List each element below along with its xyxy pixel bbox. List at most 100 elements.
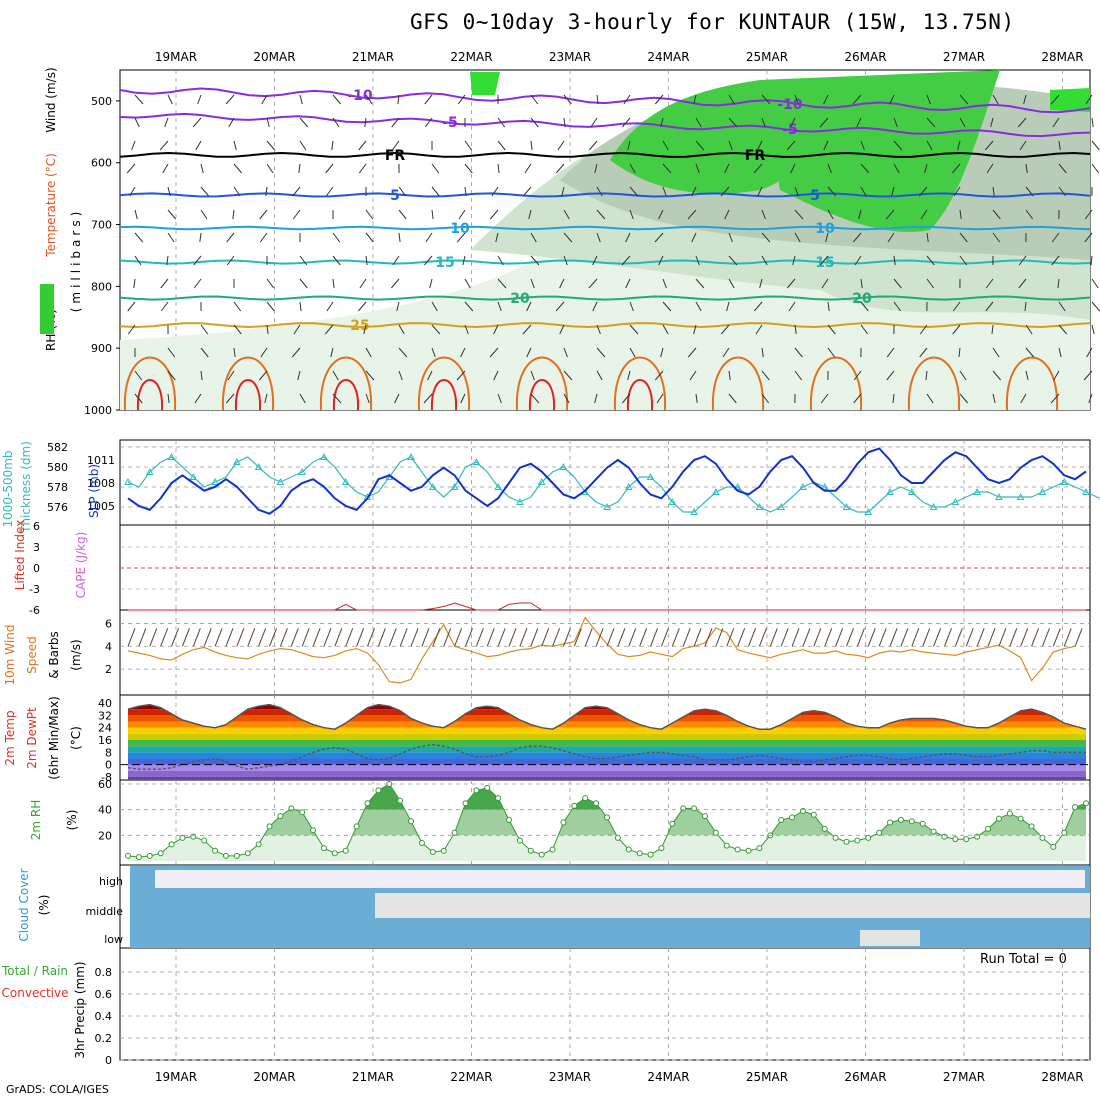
thickness-marker xyxy=(603,502,611,510)
wind-barb xyxy=(424,117,433,128)
wind-barb-10m xyxy=(192,628,201,647)
wind-barb xyxy=(1084,209,1093,220)
rh-marker xyxy=(331,850,338,857)
wind-barb-10m xyxy=(1074,628,1083,647)
wind-barb xyxy=(761,117,766,128)
wind-barb xyxy=(761,393,770,404)
thickness-label-1: 1000-500mb xyxy=(1,450,15,527)
wind-barb-10m xyxy=(846,628,854,647)
wind-barb xyxy=(226,255,235,266)
wind-barb xyxy=(398,324,405,335)
wind-barb-10m xyxy=(345,628,354,647)
wind-barb-10m xyxy=(867,628,876,647)
wind-barb xyxy=(259,209,268,220)
wind-barb xyxy=(827,324,836,335)
rh-marker xyxy=(440,847,447,854)
thickness-marker xyxy=(799,482,807,490)
wind-barb xyxy=(757,186,763,197)
wind-barb xyxy=(200,324,209,335)
wind-barb xyxy=(264,393,268,404)
wind-barb xyxy=(232,209,235,220)
wind-barb-10m xyxy=(965,628,974,647)
wind-barb-10m xyxy=(617,628,626,647)
wind-barb xyxy=(986,163,994,174)
wind-barb-10m xyxy=(138,628,147,647)
thickness-tick: 580 xyxy=(47,461,68,474)
isotherm-label: -10 xyxy=(347,88,373,104)
wind-barb xyxy=(596,232,601,243)
wind-barb xyxy=(299,140,307,151)
isotherm-loop xyxy=(515,356,569,411)
thickness-marker xyxy=(777,502,786,510)
wind-barb xyxy=(134,209,138,220)
temp-band xyxy=(128,746,1086,753)
wind-barb xyxy=(326,301,334,312)
wind-barb xyxy=(959,232,968,243)
rh-marker xyxy=(527,847,534,854)
date-label-top: 28MAR xyxy=(1041,50,1083,64)
wind-barb xyxy=(728,370,731,381)
wind-barb xyxy=(887,232,895,243)
temp2m-label: (°C) xyxy=(69,726,83,750)
wind-barb-10m xyxy=(236,628,245,647)
rh-marker xyxy=(244,850,251,857)
wind-barb-10m xyxy=(541,628,550,647)
wind-barb-10m xyxy=(584,628,593,647)
rh2m-label: 2m RH xyxy=(29,800,43,841)
wind-barb xyxy=(926,140,933,151)
wind-barb xyxy=(1091,324,1095,335)
grads-credit: GrADS: COLA/IGES xyxy=(6,1083,109,1096)
wind-barb xyxy=(990,117,994,128)
wind-barb xyxy=(852,94,862,105)
rh-marker xyxy=(1083,800,1089,807)
wind-barb xyxy=(126,163,136,174)
wind-barb xyxy=(530,232,537,243)
date-label-top: 22MAR xyxy=(450,50,492,64)
wind-barb xyxy=(926,117,936,128)
rh-marker xyxy=(342,847,349,854)
wind-barb xyxy=(695,255,700,266)
wind-barb xyxy=(695,301,702,312)
wind-barb xyxy=(258,370,268,381)
rh-bands xyxy=(128,784,1086,861)
wind-barb xyxy=(860,186,867,197)
wind-barb xyxy=(1058,163,1067,174)
thickness-marker xyxy=(1016,492,1025,500)
wind-barb xyxy=(656,393,664,404)
thickness-tick: 576 xyxy=(47,501,68,514)
isotherm-label: 5 xyxy=(810,188,820,204)
wind-barb xyxy=(1057,278,1060,289)
rh-marker xyxy=(658,845,665,852)
wind-barb xyxy=(497,301,502,312)
date-label-bottom: 23MAR xyxy=(549,1070,591,1084)
wind-barb xyxy=(193,255,202,266)
isotherm-label: 15 xyxy=(435,255,454,271)
wind-barb xyxy=(391,140,400,151)
wind-barb xyxy=(292,186,301,197)
rh-marker xyxy=(168,841,175,848)
wind-barb xyxy=(662,140,669,151)
isotherm-label: -10 xyxy=(777,97,803,113)
wind10-label: Speed xyxy=(25,636,39,674)
rh-marker xyxy=(745,847,752,854)
rh-marker xyxy=(233,852,240,859)
wind-barb xyxy=(992,347,1000,358)
wind-barb xyxy=(457,94,466,105)
wind-barb xyxy=(786,140,796,151)
rh-marker xyxy=(1061,829,1068,836)
wind-barb xyxy=(790,163,796,174)
wind-barb xyxy=(852,232,862,243)
wind-barb xyxy=(720,324,730,335)
wind-barb xyxy=(1025,347,1035,358)
rh-legend-swatch xyxy=(40,284,54,334)
wind-barb-10m xyxy=(258,628,267,647)
wind-barb xyxy=(893,117,898,128)
wind-barb-10m xyxy=(748,628,756,647)
wind-barb xyxy=(127,324,136,335)
wind-barb xyxy=(596,370,603,381)
wind-barb-10m xyxy=(628,628,637,647)
rh-marker xyxy=(179,834,186,841)
temp-tick: 0 xyxy=(105,759,112,772)
wind-barb xyxy=(365,347,372,358)
